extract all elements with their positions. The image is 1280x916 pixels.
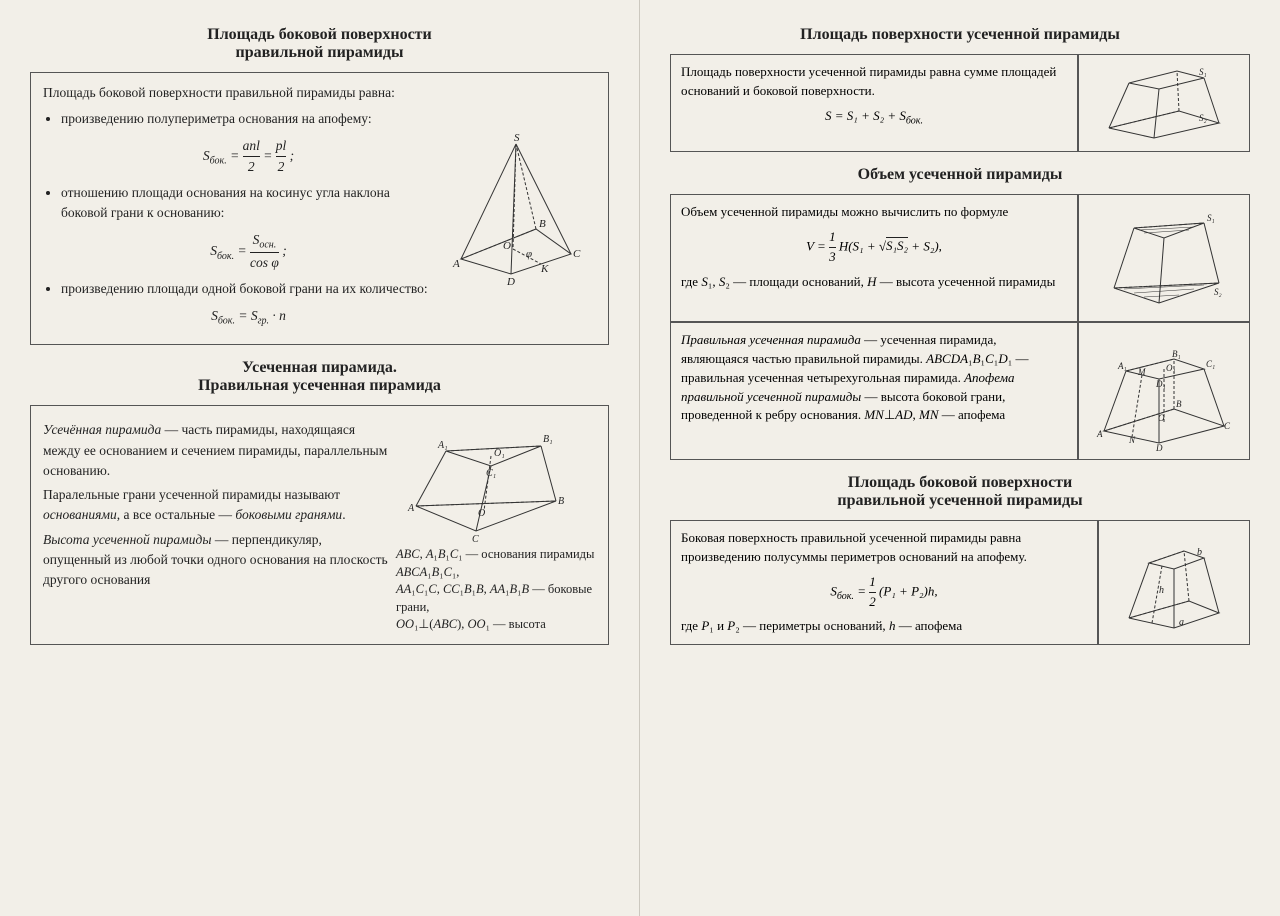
svg-text:A: A (1096, 429, 1103, 439)
pyramid-figure: S A D C B O K φ (436, 83, 596, 334)
box2-p3: Высота усеченной пирамиды — перпендикуля… (43, 530, 388, 591)
svg-text:O: O (503, 240, 511, 252)
box-truncated-def: Усечённая пирамида — часть пирамиды, нах… (30, 405, 609, 645)
left-page: Площадь боковой поверхности правильной п… (0, 0, 640, 916)
box1-formula3: Sбок. = Sгр. · n (61, 306, 436, 329)
box2a-where: где S₁, S₂ — площади оснований, H — высо… (681, 273, 1067, 292)
svg-text:D₁: D₁ (1155, 379, 1166, 389)
svg-text:A: A (407, 503, 415, 514)
svg-text:O: O (1158, 413, 1165, 423)
box1-bullet1: произведению полупериметра основания на … (61, 109, 436, 177)
svg-text:N: N (1128, 435, 1136, 445)
box2b-text: Правильная усеченная пирамида — усеченна… (681, 332, 1029, 422)
svg-text:S₁: S₁ (1207, 213, 1215, 223)
box3-formula: Sбок. = 12 (P₁ + P₂)h, (681, 573, 1087, 612)
svg-text:M: M (1137, 367, 1146, 377)
box-lateral-surface: Площадь боковой поверхности правильной п… (30, 72, 609, 345)
svg-text:A: A (452, 258, 460, 270)
svg-text:S: S (514, 132, 520, 144)
svg-text:S₂: S₂ (1214, 287, 1222, 297)
svg-text:A₁: A₁ (1117, 361, 1127, 371)
right-page: Площадь поверхности усеченной пирамиды П… (640, 0, 1280, 916)
box-lateral-truncated: Боковая поверхность правильной усеченной… (670, 520, 1250, 645)
square-frustum-icon: A N D C B A₁ B₁ C₁ D₁ M O O₁ (1094, 331, 1234, 451)
box1-bullet3: произведению площади одной боковой грани… (61, 279, 436, 328)
svg-text:O₁: O₁ (1166, 363, 1176, 373)
svg-text:B: B (539, 218, 546, 230)
box1-formula: S = S₁ + S₂ + Sбок. (681, 107, 1067, 129)
heading-lateral-truncated: Площадь боковой поверхности правильной у… (670, 474, 1250, 510)
frustum-icon-2: S₁ S₂ (1099, 203, 1229, 313)
svg-text:O: O (478, 508, 485, 519)
svg-text:B: B (1176, 399, 1182, 409)
heading-truncated: Усеченная пирамида. Правильная усеченная… (30, 359, 609, 395)
svg-text:B₁: B₁ (543, 434, 553, 445)
box1-intro: Площадь боковой поверхности правильной п… (43, 83, 436, 103)
heading-volume-truncated: Объем усеченной пирамиды (670, 166, 1250, 184)
svg-text:C: C (472, 534, 479, 545)
svg-text:S₂: S₂ (1199, 113, 1207, 123)
box1-text: Площадь поверхности усеченной пирамиды р… (681, 64, 1056, 98)
heading-lateral-surface: Площадь боковой поверхности правильной п… (30, 26, 609, 62)
svg-text:D: D (506, 276, 515, 288)
svg-text:C: C (573, 248, 581, 260)
svg-text:C: C (1224, 421, 1231, 431)
svg-text:φ: φ (526, 248, 532, 260)
svg-text:h: h (1159, 585, 1164, 596)
frustum-icon-1: S₁ S₂ (1099, 63, 1229, 143)
box1-formula1: Sбок. = anl2 = pl2 ; (61, 136, 436, 178)
truncated-pyramid-icon: A C B A₁ C₁ B₁ O O₁ (396, 416, 586, 546)
svg-text:b: b (1197, 547, 1202, 558)
fig-caption1: ABC, A₁B₁C₁ — основания пирамиды ABCA₁B₁… (396, 546, 596, 581)
svg-text:K: K (540, 263, 549, 275)
box2a-formula: V = 13 H(S₁ + √S₁S₂ + S₂), (681, 228, 1067, 267)
svg-text:A₁: A₁ (437, 440, 448, 451)
svg-text:D: D (1155, 443, 1163, 451)
fig-caption2: AA₁C₁C, CC₁B₁B, AA₁B₁B — боковые грани, (396, 581, 596, 616)
svg-text:a: a (1179, 617, 1184, 628)
svg-text:C₁: C₁ (486, 468, 496, 479)
svg-text:B₁: B₁ (1172, 349, 1181, 359)
trapezoid-frustum-icon: b a h (1119, 533, 1229, 633)
heading-surface-truncated: Площадь поверхности усеченной пирамиды (670, 26, 1250, 44)
box2a-text: Объем усеченной пирамиды можно вычислить… (681, 204, 1008, 219)
box1-formula2: Sбок. = Sосн.cos φ ; (61, 230, 436, 274)
box3-where: где P₁ и P₂ — периметры оснований, h — а… (681, 617, 1087, 636)
fig-caption3: OO₁⊥(ABC), OO₁ — высота (396, 616, 596, 634)
box-surface-truncated: Площадь поверхности усеченной пирамиды р… (670, 54, 1250, 152)
svg-text:S₁: S₁ (1199, 67, 1207, 77)
box3-text: Боковая поверхность правильной усеченной… (681, 530, 1027, 564)
box2-p2: Паралельные грани усеченной пирамиды наз… (43, 485, 388, 526)
svg-text:O₁: O₁ (494, 448, 505, 459)
box2-p1: Усечённая пирамида — часть пирамиды, нах… (43, 420, 388, 481)
box-volume-truncated: Объем усеченной пирамиды можно вычислить… (670, 194, 1250, 460)
svg-text:B: B (558, 496, 564, 507)
truncated-figure-col: A C B A₁ C₁ B₁ O O₁ ABC, A₁B₁C₁ — основания п… (396, 416, 596, 634)
box1-bullet2: отношению площади основания на косинус у… (61, 183, 436, 273)
svg-text:C₁: C₁ (1206, 359, 1215, 369)
